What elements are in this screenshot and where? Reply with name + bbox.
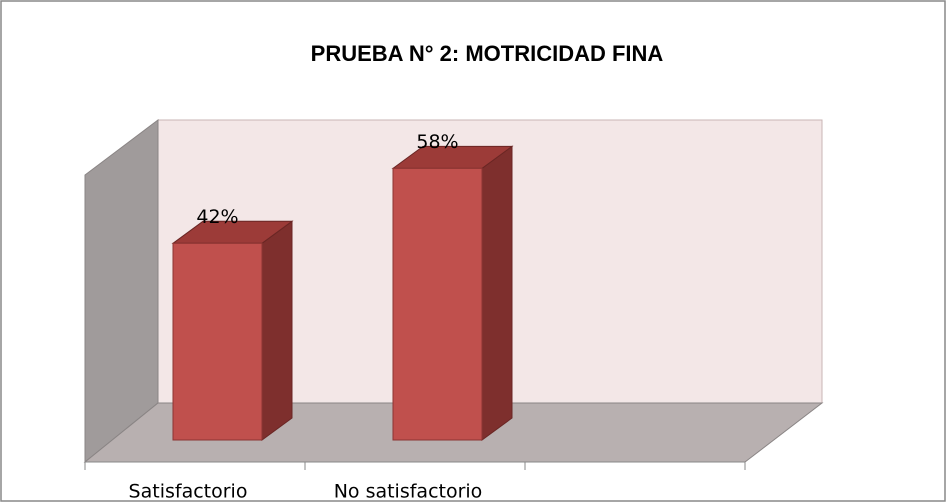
- data-label: 42%: [196, 206, 238, 228]
- data-label: 58%: [416, 131, 458, 153]
- bar: [171, 220, 294, 441]
- bar-front: [172, 242, 263, 441]
- chart-title: PRUEBA N° 2: MOTRICIDAD FINA: [311, 41, 664, 66]
- bar: [391, 145, 514, 441]
- bar-front: [392, 167, 483, 441]
- x-tick-label: Satisfactorio: [129, 481, 248, 503]
- bar-side: [481, 145, 513, 441]
- bar-side: [261, 220, 293, 441]
- x-tick-label: No satisfactorio: [334, 481, 483, 503]
- side-wall: [84, 118, 159, 464]
